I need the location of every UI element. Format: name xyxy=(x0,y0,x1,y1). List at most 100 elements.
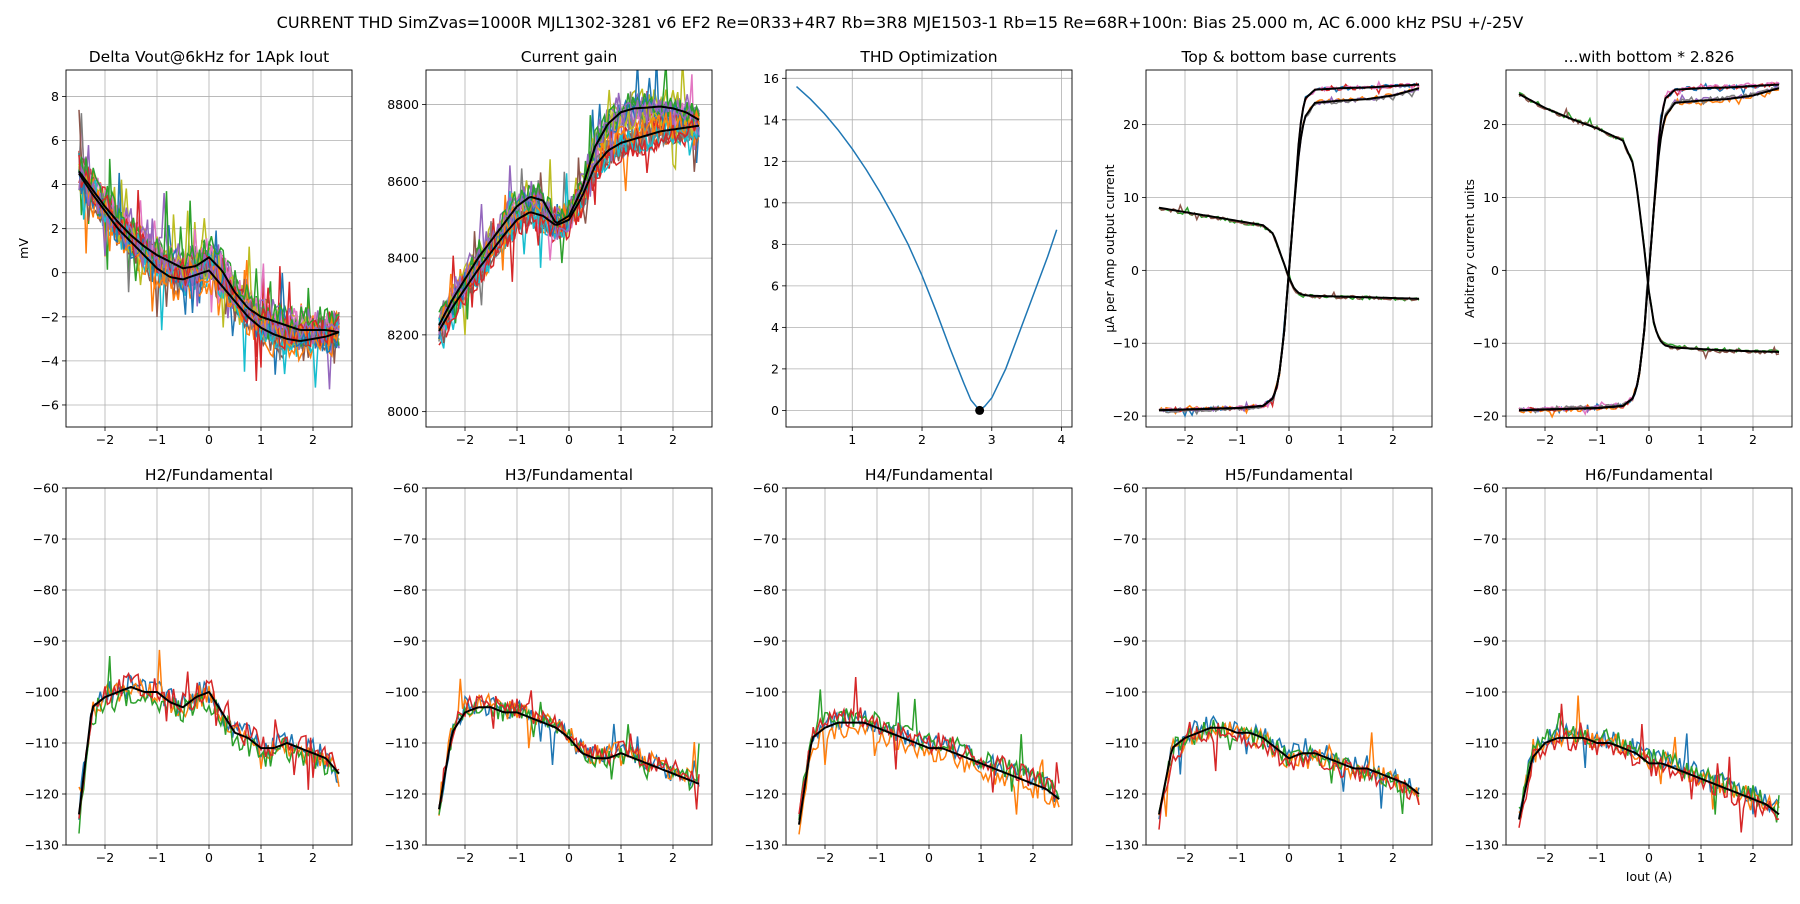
y-tick-label: −70 xyxy=(1473,532,1499,547)
y-tick-label: 0 xyxy=(771,403,779,418)
y-tick-label: −80 xyxy=(753,583,779,598)
x-tick-label: 1 xyxy=(1697,432,1705,447)
y-tick-label: −130 xyxy=(25,838,59,853)
x-tick-label: −2 xyxy=(96,432,114,447)
x-tick-label: 1 xyxy=(257,432,265,447)
y-tick-label: −120 xyxy=(1105,787,1139,802)
y-tick-label: 8200 xyxy=(387,327,419,342)
y-tick-label: −60 xyxy=(33,481,59,496)
y-tick-label: −6 xyxy=(41,397,59,412)
plot-area xyxy=(78,649,340,834)
y-tick-label: 2 xyxy=(51,221,59,236)
x-tick-label: 0 xyxy=(1285,432,1293,447)
subplot-title: Current gain xyxy=(521,48,618,66)
mean-line xyxy=(438,105,700,326)
mean-line xyxy=(438,124,700,332)
y-tick-label: 20 xyxy=(1123,117,1139,132)
x-tick-label: 1 xyxy=(1337,850,1345,865)
subplot-h6: −2 −1 0 1 2 −130 −120 −110 −100 −90 −80 −70 −60 H6/Fu… xyxy=(1465,466,1793,884)
x-tick-label: −2 xyxy=(1176,850,1194,865)
y-tick-label: −110 xyxy=(745,736,779,751)
mean-line xyxy=(1518,93,1780,353)
y-tick-label: 8600 xyxy=(387,174,419,189)
subplot-current_gain: −2 −1 0 1 2 8000 8200 8400 8600 8800 Current gain xyxy=(387,48,713,447)
y-tick-label: 0 xyxy=(1491,263,1499,278)
y-tick-label: −60 xyxy=(393,481,419,496)
y-tick-label: −90 xyxy=(1113,634,1139,649)
y-tick-label: −100 xyxy=(1105,685,1139,700)
y-tick-label: −130 xyxy=(1465,838,1499,853)
x-tick-label: 1 xyxy=(977,850,985,865)
x-tick-label: 0 xyxy=(1285,850,1293,865)
y-tick-label: −120 xyxy=(745,787,779,802)
y-tick-label: −20 xyxy=(1113,409,1139,424)
mean-line xyxy=(1519,87,1780,412)
y-tick-label: −70 xyxy=(393,532,419,547)
subplot-title: ...with bottom * 2.826 xyxy=(1564,48,1735,66)
y-tick-label: 8 xyxy=(51,89,59,104)
mean-line xyxy=(798,721,1060,825)
x-tick-label: 0 xyxy=(565,432,573,447)
y-tick-label: 10 xyxy=(763,195,779,210)
mean-line xyxy=(1158,206,1420,300)
y-tick-label: 8000 xyxy=(387,404,419,419)
y-tick-label: −90 xyxy=(753,634,779,649)
axes-frame xyxy=(785,69,1073,428)
y-tick-label: −20 xyxy=(1473,409,1499,424)
y-tick-label: −120 xyxy=(385,787,419,802)
y-tick-label: −80 xyxy=(1113,583,1139,598)
y-tick-label: 12 xyxy=(763,154,779,169)
x-tick-label: −1 xyxy=(1588,850,1606,865)
x-tick-label: 0 xyxy=(1645,432,1653,447)
x-tick-label: 2 xyxy=(918,432,926,447)
y-tick-label: −80 xyxy=(393,583,419,598)
series-line xyxy=(798,709,1060,817)
x-tick-label: 1 xyxy=(617,850,625,865)
x-tick-label: 2 xyxy=(669,432,677,447)
subplot-title: H3/Fundamental xyxy=(505,466,633,484)
y-tick-label: −100 xyxy=(745,685,779,700)
subplot-delta_vout: −2 −1 0 1 2 −6 −4 −2 0 2 4 6 8 Delta Vout@6kHz for 1A… xyxy=(16,48,353,447)
subplot-title: H4/Fundamental xyxy=(865,466,993,484)
y-tick-label: −120 xyxy=(1465,787,1499,802)
subplot-h2: −2 −1 0 1 2 −130 −120 −110 −100 −90 −80 −70 −60 H2/Fu… xyxy=(25,466,353,865)
x-tick-label: −1 xyxy=(1588,432,1606,447)
series-line xyxy=(78,165,340,345)
series-line xyxy=(438,108,700,332)
y-tick-label: −100 xyxy=(1465,685,1499,700)
x-tick-label: −1 xyxy=(508,432,526,447)
y-tick-label: −120 xyxy=(25,787,59,802)
series-line xyxy=(1518,712,1780,823)
x-tick-label: 1 xyxy=(1697,850,1705,865)
mean-line xyxy=(78,173,340,342)
x-tick-label: 1 xyxy=(1337,432,1345,447)
x-tick-label: −1 xyxy=(1228,850,1246,865)
subplot-title: H2/Fundamental xyxy=(145,466,273,484)
plot-area xyxy=(78,109,340,390)
y-tick-label: 16 xyxy=(763,71,779,86)
x-tick-label: −2 xyxy=(1536,850,1554,865)
y-tick-label: −130 xyxy=(1105,838,1139,853)
x-tick-label: −1 xyxy=(148,432,166,447)
y-tick-label: −70 xyxy=(753,532,779,547)
y-tick-label: −110 xyxy=(1105,736,1139,751)
subplot-h3: −2 −1 0 1 2 −130 −120 −110 −100 −90 −80 −70 −60 H3/Fu… xyxy=(385,466,713,865)
mean-line xyxy=(1518,736,1780,820)
plot-area xyxy=(798,676,1060,835)
mean-line xyxy=(78,685,340,815)
x-tick-label: 1 xyxy=(257,850,265,865)
x-tick-label: 2 xyxy=(669,850,677,865)
x-tick-label: 2 xyxy=(309,432,317,447)
mean-line xyxy=(78,170,340,334)
y-tick-label: −90 xyxy=(33,634,59,649)
y-tick-label: −130 xyxy=(385,838,419,853)
x-tick-label: 0 xyxy=(205,432,213,447)
plot-area xyxy=(795,86,1058,412)
x-tick-label: 0 xyxy=(565,850,573,865)
figure-title: CURRENT THD SimZvas=1000R MJL1302-3281 v… xyxy=(276,13,1524,32)
y-tick-label: 4 xyxy=(771,320,779,335)
x-tick-label: 4 xyxy=(1058,432,1066,447)
